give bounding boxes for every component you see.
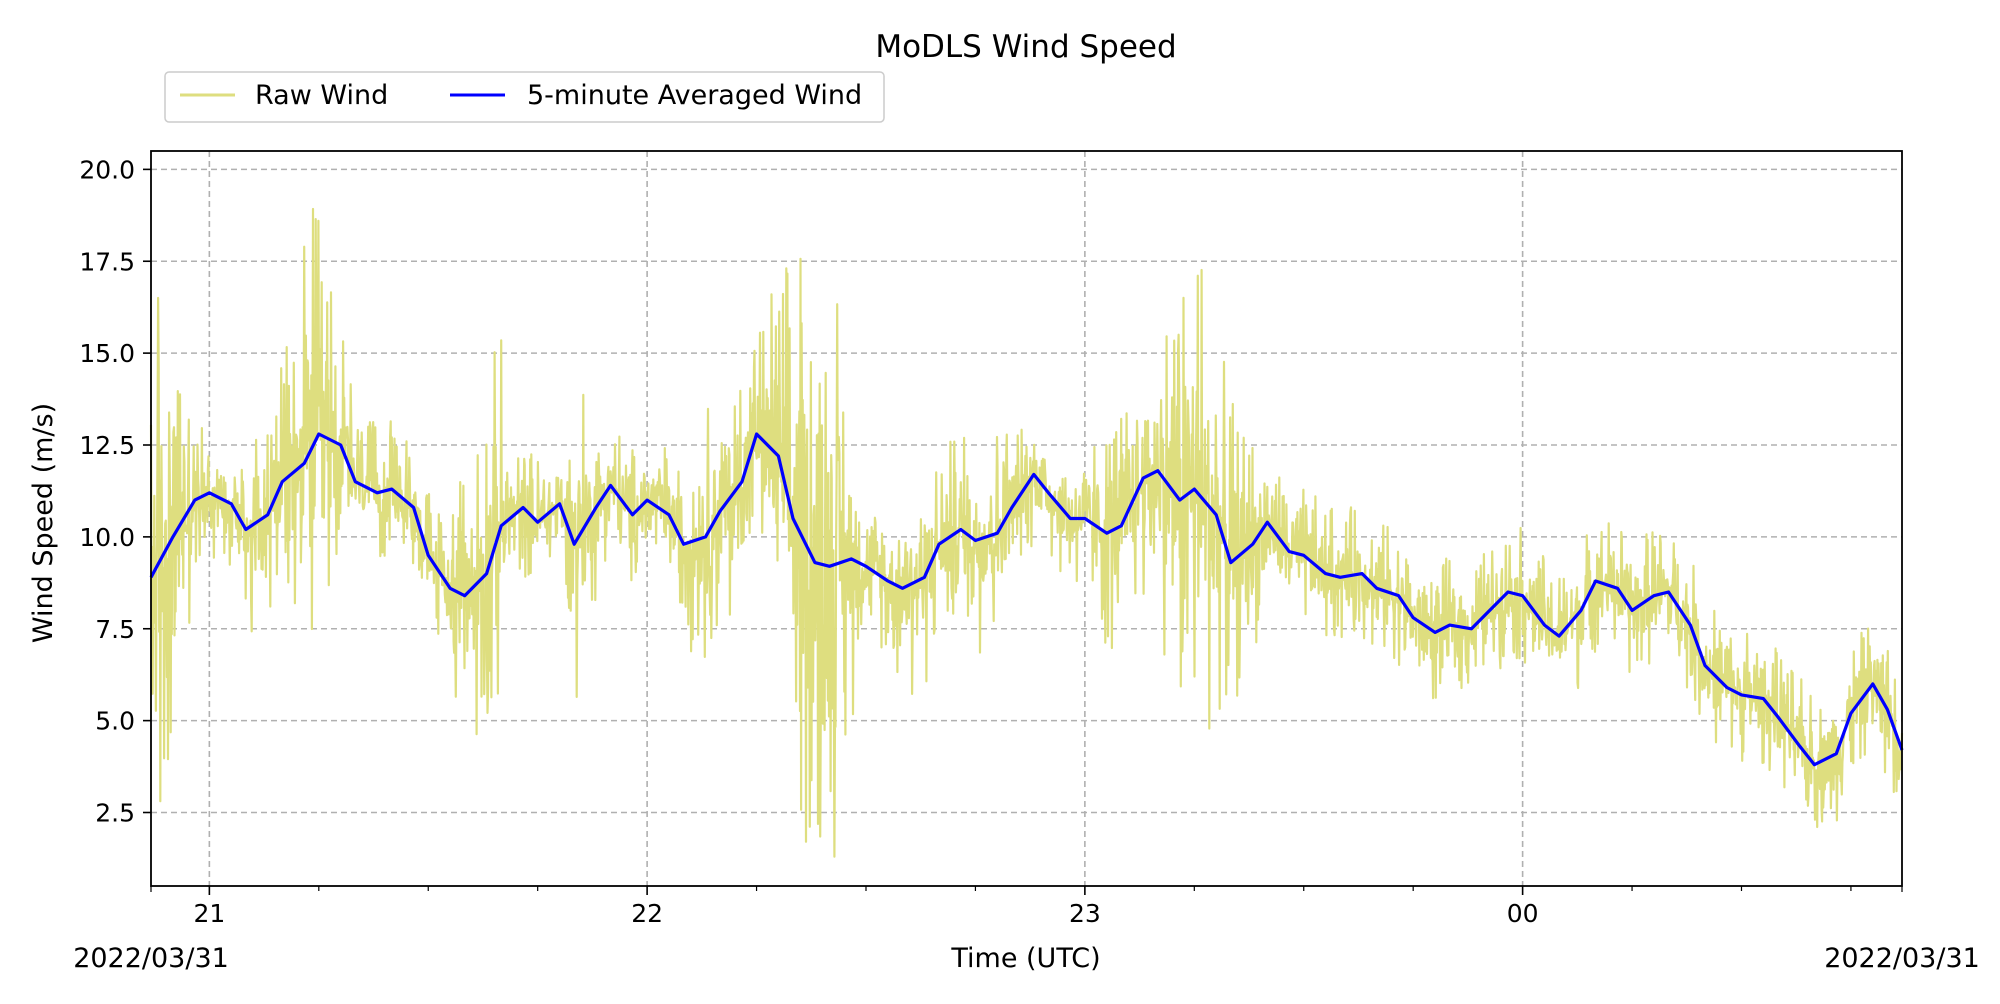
axes: 2.5 5.0 7.5 10.0 12.5 15.0 17.5 20.0 21 22 23 00	[79, 155, 1903, 928]
y-tick-label: 10.0	[79, 523, 135, 552]
y-tick-label: 15.0	[79, 339, 135, 368]
series-layer	[149, 207, 1904, 858]
start-date-label: 2022/03/31	[73, 943, 229, 974]
end-date-label: 2022/03/31	[1824, 943, 1980, 974]
y-tick-label: 17.5	[79, 247, 135, 276]
raw-wind-line	[149, 207, 1904, 858]
x-tick-label: 22	[631, 899, 663, 928]
x-tick-label: 21	[193, 899, 225, 928]
y-tick-label: 20.0	[79, 155, 135, 184]
y-axis-label: Wind Speed (m/s)	[28, 403, 59, 643]
x-tick-label: 23	[1069, 899, 1101, 928]
x-axis-label: Time (UTC)	[950, 943, 1100, 974]
x-tick-label: 00	[1507, 899, 1539, 928]
y-tick-label: 5.0	[95, 707, 135, 736]
legend-label-avg: 5-minute Averaged Wind	[527, 80, 862, 111]
y-tick-label: 12.5	[79, 431, 135, 460]
averaged-wind-line	[149, 432, 1904, 767]
y-tick-label: 2.5	[95, 799, 135, 828]
legend-label-raw: Raw Wind	[255, 80, 388, 111]
legend-box	[164, 71, 885, 123]
chart-title: MoDLS Wind Speed	[875, 29, 1176, 65]
plot-frame	[150, 150, 1903, 887]
legend: Raw Wind 5-minute Averaged Wind	[164, 71, 885, 123]
y-tick-label: 7.5	[95, 615, 135, 644]
